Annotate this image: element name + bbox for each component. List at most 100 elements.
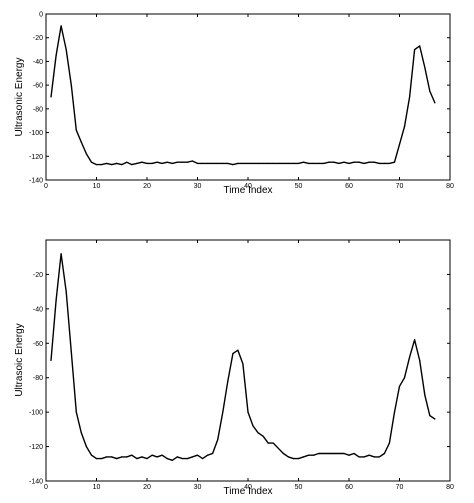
chart-2-x-tick-label: 0 bbox=[44, 484, 48, 491]
chart-1-data-point bbox=[323, 162, 325, 164]
chart-2-x-tick-label: 70 bbox=[396, 484, 404, 491]
chart-1-data-point bbox=[373, 161, 375, 163]
chart-2-x-tick-label: 20 bbox=[143, 484, 151, 491]
chart-2-data-point bbox=[146, 458, 148, 460]
chart-1-data-point bbox=[207, 162, 209, 164]
chart-1-x-tick-label: 0 bbox=[44, 183, 48, 190]
chart-1-data-points bbox=[50, 25, 436, 166]
chart-1-data-point bbox=[237, 162, 239, 164]
chart-2-data-point bbox=[202, 458, 204, 460]
chart-2-data-point bbox=[287, 456, 289, 458]
chart-2-data-point bbox=[166, 458, 168, 460]
chart-2-data-point bbox=[403, 377, 406, 379]
chart-1-data-point bbox=[186, 161, 188, 163]
chart-2-data-point bbox=[383, 452, 385, 455]
chart-2-data-point bbox=[136, 458, 138, 460]
chart-1-data-point bbox=[409, 96, 411, 98]
chart-2-data-point bbox=[217, 439, 219, 441]
chart-1-data-point bbox=[121, 164, 123, 166]
chart-1-data-point bbox=[217, 162, 219, 164]
chart-1-data-point bbox=[171, 162, 173, 164]
chart-2-y-tick-label: -140 bbox=[29, 479, 43, 486]
chart-1-data-point bbox=[388, 162, 390, 164]
chart-1-data-point bbox=[75, 129, 77, 131]
chart-1-y-tick-label: -60 bbox=[33, 83, 43, 90]
chart-1-data-point bbox=[272, 162, 274, 164]
chart-1-data-point bbox=[70, 84, 72, 86]
chart-2-y-tick-label: -120 bbox=[29, 444, 43, 451]
chart-1-data-point bbox=[141, 161, 143, 163]
chart-1-data-point bbox=[111, 164, 113, 166]
chart-1-energy-line bbox=[50, 25, 436, 166]
chart-2-data-point bbox=[338, 452, 340, 455]
chart-2-data-point bbox=[141, 456, 143, 458]
chart-2-data-point bbox=[348, 454, 350, 456]
chart-1: 0 10 20 30 40 50 60 70 80 0 -20 -40 -60 -80 -100 -120 -1… bbox=[14, 12, 454, 197]
chart-1-x-tick-label: 10 bbox=[93, 183, 101, 190]
chart-2-data-point bbox=[292, 458, 295, 460]
chart-1-data-point bbox=[80, 141, 82, 143]
chart-1-data-point bbox=[368, 161, 370, 163]
chart-2-data-point bbox=[277, 447, 279, 449]
chart-1-ticks bbox=[45, 13, 451, 181]
chart-2-data-point bbox=[267, 442, 269, 444]
chart-1-tick-labels: 0 10 20 30 40 50 60 70 80 0 -20 -40 -60 -80 -100 -120 -1… bbox=[29, 12, 454, 191]
chart-2-data-point bbox=[434, 418, 436, 420]
chart-1-data-point bbox=[65, 49, 67, 51]
chart-1-data-point bbox=[252, 162, 254, 164]
chart-1-data-point bbox=[55, 54, 57, 57]
chart-2-data-point bbox=[313, 454, 315, 456]
chart-2-data-point bbox=[95, 458, 98, 460]
chart-2-x-tick-label: 50 bbox=[295, 484, 303, 491]
chart-2-data-point bbox=[308, 454, 310, 456]
chart-1-data-point bbox=[50, 96, 52, 98]
chart-1-data-point bbox=[146, 162, 148, 164]
chart-1-data-point bbox=[131, 164, 133, 166]
chart-1-data-point bbox=[156, 161, 158, 163]
chart-2-data-point bbox=[272, 442, 274, 444]
chart-1-data-point bbox=[95, 164, 98, 166]
chart-2-data-point bbox=[85, 446, 87, 448]
chart-1-data-point bbox=[196, 162, 199, 164]
chart-2-y-tick-label: -100 bbox=[29, 410, 43, 417]
chart-2-y-tick-label: -20 bbox=[33, 272, 43, 279]
chart-2-data-point bbox=[393, 411, 396, 413]
chart-1-data-point bbox=[191, 160, 193, 162]
chart-1-x-tick-label: 50 bbox=[295, 183, 303, 190]
chart-2-data-point bbox=[181, 458, 183, 460]
chart-2-data-point bbox=[318, 452, 320, 455]
chart-1-data-point bbox=[328, 161, 330, 163]
chart-2-data-point bbox=[116, 458, 118, 460]
chart-2-data-point bbox=[232, 353, 234, 355]
chart-1-data-point bbox=[348, 162, 350, 164]
chart-1-x-tick-label: 80 bbox=[446, 183, 454, 190]
chart-1-x-axis-label: Time Index bbox=[223, 185, 272, 196]
chart-1-x-tick-label: 70 bbox=[396, 183, 404, 190]
chart-2-data-point bbox=[257, 432, 259, 434]
chart-2-data-point bbox=[363, 456, 365, 458]
chart-1-data-point bbox=[136, 162, 138, 164]
chart-1-data-point bbox=[282, 162, 284, 164]
chart-1-data-point bbox=[383, 162, 385, 164]
chart-2-energy-line bbox=[50, 253, 436, 461]
chart-1-y-tick-label: -40 bbox=[33, 59, 43, 66]
chart-2-data-point bbox=[424, 394, 426, 396]
chart-1-data-point bbox=[277, 162, 279, 164]
chart-2-data-point bbox=[368, 454, 370, 456]
chart-2-data-point bbox=[227, 380, 229, 382]
chart-1-data-point bbox=[424, 66, 426, 68]
chart-2-y-axis-label: Ultrasoic Energy bbox=[14, 323, 25, 396]
chart-1-data-point bbox=[126, 161, 128, 163]
chart-1-data-point bbox=[161, 162, 163, 164]
chart-2-data-point bbox=[297, 458, 300, 460]
chart-2-data-point bbox=[252, 425, 254, 427]
chart-2-data-point bbox=[196, 454, 199, 456]
chart-1-data-point bbox=[176, 161, 178, 163]
chart-1-data-point bbox=[242, 162, 244, 164]
chart-2-y-tick-label: -60 bbox=[33, 341, 43, 348]
chart-1-y-tick-label: -100 bbox=[29, 130, 43, 137]
chart-2-data-point bbox=[237, 349, 239, 351]
chart-2-data-point bbox=[121, 456, 123, 458]
chart-2-data-point bbox=[60, 253, 62, 255]
chart-2-data-point bbox=[90, 454, 93, 456]
